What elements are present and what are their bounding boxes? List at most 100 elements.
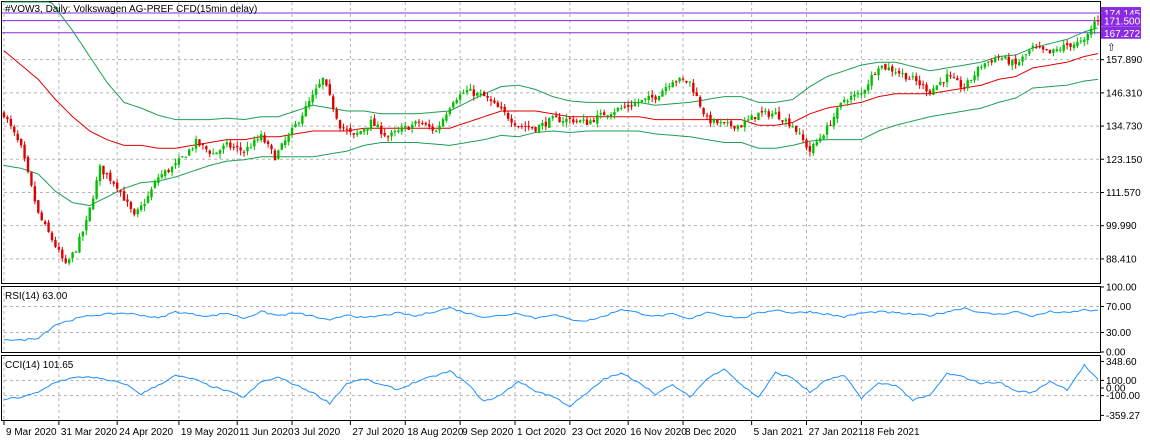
candle [428,119,431,130]
cci-indicator [3,363,1099,408]
candle [486,92,489,102]
candle [513,120,517,128]
candle [623,102,626,109]
candle [74,250,78,254]
candle [54,236,57,249]
candle [369,115,373,132]
x-tick-label: 31 Mar 2020 [61,427,118,438]
candle [476,91,479,99]
candle [1041,45,1045,54]
candle [1031,42,1035,52]
candle [85,215,88,236]
candle [1055,46,1059,53]
candle [26,155,30,174]
candle [681,76,685,82]
candle [6,115,9,124]
candle [325,79,328,87]
arrow-up-icon: ⇧ [1107,43,1115,54]
candle [966,77,969,91]
x-tick-label: 24 Apr 2020 [119,427,173,438]
candle [191,147,194,152]
candle [208,149,211,158]
candle [990,58,993,66]
candle [1072,41,1076,51]
candle [918,75,921,89]
x-tick-label: 23 Oct 2020 [572,427,627,438]
candle [647,91,650,104]
candle [654,94,657,104]
candle [9,115,13,130]
candle [30,171,33,188]
candle [544,117,548,131]
candle [311,89,314,105]
y-tick-label: 146.310 [1106,88,1143,99]
candle [901,68,904,78]
candle [362,128,366,135]
candle [644,98,647,103]
candle [825,121,829,139]
candle [657,95,661,102]
candle [431,123,434,134]
candle [520,123,524,130]
candle [722,121,726,125]
candle [445,112,448,123]
candle [37,199,40,215]
candle [572,115,575,125]
candle [915,72,918,86]
candle [640,99,644,104]
time-axis: 9 Mar 2020 31 Mar 2020 24 Apr 2020 19 May 2… [3,421,920,438]
moving-average [3,50,1099,149]
candle [177,154,181,168]
candle [263,132,266,144]
main-price-panel[interactable] [1,1,1101,284]
candle [345,125,349,135]
candle [602,109,606,116]
x-tick-label: 18 Feb 2021 [863,427,920,438]
candle [239,142,242,156]
candle [215,152,218,155]
candle [764,107,767,115]
x-tick-label: 9 Mar 2020 [6,427,57,438]
cci-title: CCI(14) 101.65 [5,360,74,371]
candle [479,89,482,98]
candle [225,138,229,148]
candle [40,210,43,222]
rsi-panel[interactable] [1,286,1101,353]
candle [376,121,380,130]
candle [746,115,750,123]
candle [232,143,235,151]
candle [585,116,589,126]
candle [452,100,455,110]
candle [921,80,925,90]
candle [71,251,74,263]
candle [157,173,160,186]
candle [146,191,150,204]
candle [959,76,963,93]
candle [201,143,205,150]
candle [692,79,695,97]
candle [582,114,585,124]
candle [674,80,678,87]
candle [229,139,232,151]
candle [78,233,81,254]
candle [606,114,609,120]
ma-line [3,50,1099,149]
candle [620,104,623,111]
x-tick-label: 19 May 2020 [181,427,239,438]
candle [1021,54,1024,66]
y-tick-label: -359.27 [1106,411,1140,422]
candle [50,230,54,243]
candle [143,198,146,212]
candle [198,139,201,147]
candle [266,139,270,148]
candle [719,118,722,128]
candle [911,72,915,80]
candle [705,112,709,120]
y-tick-label: 0.00 [1106,348,1126,359]
candle [880,65,884,71]
candle [599,109,602,119]
candle [633,98,637,107]
price-tag [1101,26,1141,39]
candle [976,65,980,81]
